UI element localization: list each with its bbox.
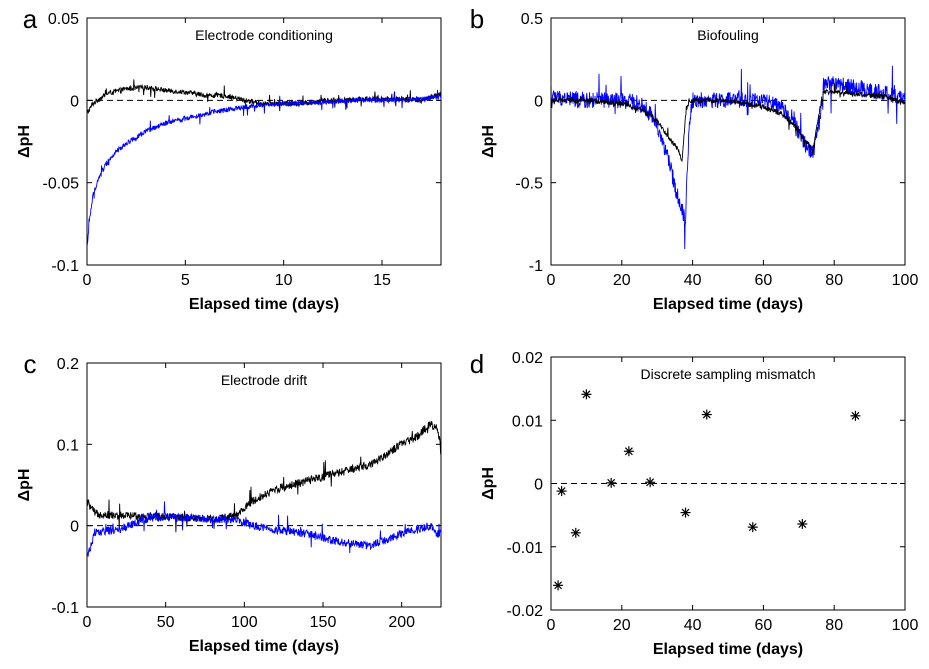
data-point xyxy=(747,522,758,533)
panel-letter: c xyxy=(24,349,37,379)
x-tick-label: 50 xyxy=(157,614,175,631)
y-axis-label: ΔpH xyxy=(480,125,497,158)
panel-letter: d xyxy=(470,349,484,379)
data-point xyxy=(553,580,564,591)
data-point xyxy=(606,477,617,488)
panel-d: 0 20 40 60 80 100 -0.02 -0.01 0 0.01 0.02 Discrete … xyxy=(470,349,919,658)
x-tick-label: 20 xyxy=(613,617,631,634)
x-tick-label: 15 xyxy=(373,272,391,289)
y-tick-label: 0.2 xyxy=(57,356,79,373)
series-line-0 xyxy=(551,65,905,250)
y-tick-label: -0.02 xyxy=(507,603,544,620)
y-tick-label: -0.1 xyxy=(51,258,79,275)
data-point xyxy=(850,410,861,421)
data-point xyxy=(797,518,808,529)
x-tick-label: 100 xyxy=(892,272,919,289)
y-tick-label: -0.5 xyxy=(515,176,543,193)
x-tick-label: 40 xyxy=(684,617,702,634)
data-point xyxy=(623,446,634,457)
data-layer-c xyxy=(87,420,441,557)
series-line-1 xyxy=(87,501,441,557)
y-tick-label: 0 xyxy=(534,477,543,494)
x-tick-label: 150 xyxy=(310,614,337,631)
x-tick-label: 0 xyxy=(547,272,556,289)
panel-a: 0 5 10 15 -0.1 -0.05 0 0.05 Electrode conditioni… xyxy=(16,4,442,313)
panel-title: Discrete sampling mismatch xyxy=(640,366,815,382)
data-point xyxy=(556,486,567,497)
x-tick-label: 80 xyxy=(825,272,843,289)
y-tick-label: -0.05 xyxy=(43,176,80,193)
data-point xyxy=(680,507,691,518)
y-tick-label: -0.01 xyxy=(507,540,544,557)
x-tick-label: 100 xyxy=(892,617,919,634)
y-tick-label: -1 xyxy=(529,258,543,275)
y-tick-label: -0.1 xyxy=(51,600,79,617)
x-tick-label: 0 xyxy=(83,614,92,631)
series-line-1 xyxy=(87,89,441,248)
panel-title: Electrode drift xyxy=(221,372,307,388)
y-tick-label: 0 xyxy=(70,519,79,536)
y-tick-label: 0.01 xyxy=(512,413,543,430)
y-tick-label: 0.5 xyxy=(521,11,543,28)
x-tick-label: 5 xyxy=(181,272,190,289)
y-tick-label: 0 xyxy=(70,93,79,110)
y-tick-label: 0.02 xyxy=(512,350,543,367)
data-point xyxy=(701,409,712,420)
y-axis-label: ΔpH xyxy=(480,467,497,500)
plot-frame-b xyxy=(550,17,906,266)
x-tick-label: 200 xyxy=(388,614,415,631)
y-axis-label: ΔpH xyxy=(16,125,33,158)
x-tick-label: 100 xyxy=(231,614,258,631)
x-tick-label: 20 xyxy=(613,272,631,289)
data-point xyxy=(570,527,581,538)
series-line-1 xyxy=(551,83,905,163)
data-point xyxy=(645,477,656,488)
x-tick-label: 10 xyxy=(275,272,293,289)
x-axis-label: Elapsed time (days) xyxy=(653,296,803,313)
x-tick-label: 0 xyxy=(83,272,92,289)
y-tick-label: 0.1 xyxy=(57,437,79,454)
x-tick-label: 60 xyxy=(755,272,773,289)
x-axis-label: Elapsed time (days) xyxy=(189,638,339,655)
panel-b: 0 20 40 60 80 100 -1 -0.5 0 0.5 Biofouling Elapsed … xyxy=(470,4,919,313)
panel-letter: a xyxy=(23,4,38,34)
data-point xyxy=(581,389,592,400)
panel-title: Electrode conditioning xyxy=(195,27,333,43)
data-layer-a xyxy=(87,79,441,248)
x-tick-label: 0 xyxy=(547,617,556,634)
data-layer-d xyxy=(553,389,861,591)
x-axis-label: Elapsed time (days) xyxy=(653,641,803,658)
x-tick-label: 40 xyxy=(684,272,702,289)
x-tick-label: 80 xyxy=(825,617,843,634)
x-axis-label: Elapsed time (days) xyxy=(189,296,339,313)
y-tick-label: 0.05 xyxy=(48,11,79,28)
x-tick-label: 60 xyxy=(755,617,773,634)
plot-frame-a xyxy=(86,17,442,266)
panel-title: Biofouling xyxy=(697,27,759,43)
plot-frame-c xyxy=(86,362,442,608)
data-layer-b xyxy=(551,65,905,250)
y-tick-label: 0 xyxy=(534,93,543,110)
panel-letter: b xyxy=(470,4,484,34)
y-axis-label: ΔpH xyxy=(16,469,33,502)
